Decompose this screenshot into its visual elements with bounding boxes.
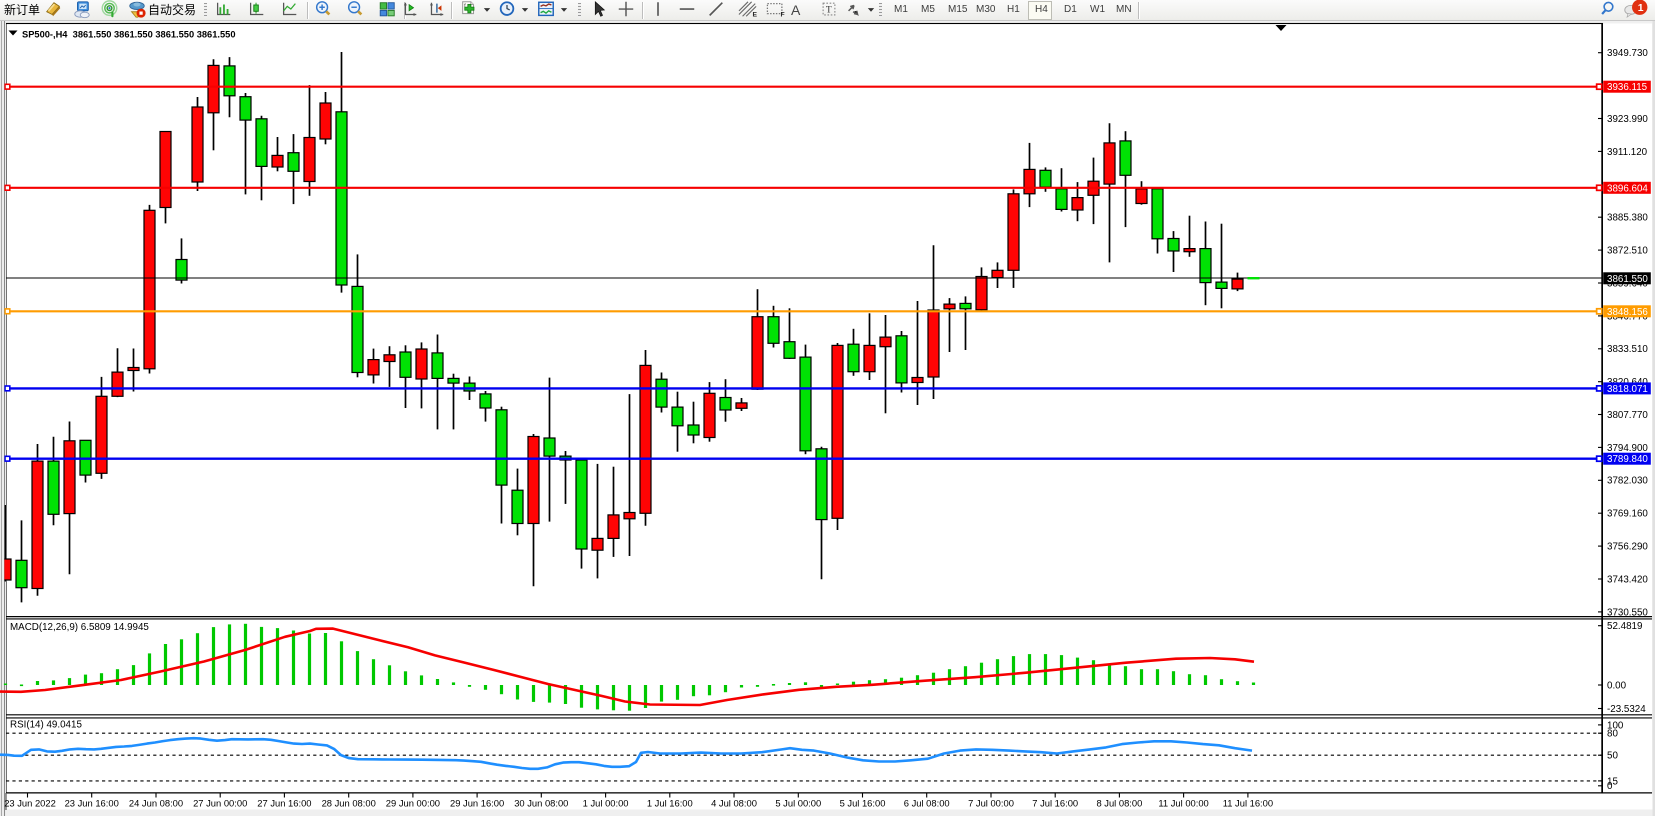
svg-text:3936.115: 3936.115 (1607, 82, 1648, 93)
svg-text:0: 0 (1607, 781, 1613, 792)
svg-text:6 Jul 08:00: 6 Jul 08:00 (904, 798, 950, 809)
svg-text:29 Jun 00:00: 29 Jun 00:00 (386, 798, 440, 809)
svg-text:80: 80 (1607, 729, 1618, 740)
svg-text:5 Jul 16:00: 5 Jul 16:00 (840, 798, 886, 809)
svg-text:23 Jun 16:00: 23 Jun 16:00 (65, 798, 119, 809)
svg-text:28 Jun 08:00: 28 Jun 08:00 (322, 798, 376, 809)
svg-text:23 Jun 2022: 23 Jun 2022 (4, 798, 56, 809)
svg-text:7 Jul 16:00: 7 Jul 16:00 (1032, 798, 1078, 809)
svg-text:3756.290: 3756.290 (1607, 542, 1648, 553)
svg-text:3833.510: 3833.510 (1607, 344, 1648, 355)
svg-text:27 Jun 00:00: 27 Jun 00:00 (193, 798, 247, 809)
svg-text:T: T (826, 6, 832, 16)
svg-text:RSI(14) 49.0415: RSI(14) 49.0415 (10, 720, 82, 731)
svg-text:3743.420: 3743.420 (1607, 574, 1648, 585)
svg-text:MACD(12,26,9) 6.5809 14.9945: MACD(12,26,9) 6.5809 14.9945 (10, 622, 149, 633)
svg-text:24 Jun 08:00: 24 Jun 08:00 (129, 798, 183, 809)
svg-text:7 Jul 00:00: 7 Jul 00:00 (968, 798, 1014, 809)
svg-text:30 Jun 08:00: 30 Jun 08:00 (514, 798, 568, 809)
svg-text:3949.730: 3949.730 (1607, 48, 1648, 59)
svg-text:1: 1 (1638, 3, 1644, 14)
svg-text:0.00: 0.00 (1607, 680, 1627, 691)
svg-text:f: f (464, 3, 466, 10)
svg-text:15: 15 (1607, 776, 1618, 787)
svg-text:52.4819: 52.4819 (1607, 621, 1642, 632)
svg-text:5 Jul 00:00: 5 Jul 00:00 (775, 798, 821, 809)
svg-text:3782.030: 3782.030 (1607, 476, 1648, 487)
svg-text:3807.770: 3807.770 (1607, 410, 1648, 421)
svg-text:SP500-,H4 3861.550 3861.550 3: SP500-,H4 3861.550 3861.550 3861.550 386… (22, 30, 236, 40)
svg-text:29 Jun 16:00: 29 Jun 16:00 (450, 798, 504, 809)
svg-text:3794.900: 3794.900 (1607, 443, 1648, 454)
svg-text:3848.156: 3848.156 (1607, 307, 1648, 318)
svg-text:11 Jul 16:00: 11 Jul 16:00 (1223, 798, 1273, 809)
svg-text:8 Jul 08:00: 8 Jul 08:00 (1096, 798, 1142, 809)
svg-text:1 Jul 16:00: 1 Jul 16:00 (647, 798, 693, 809)
svg-text:100: 100 (1607, 720, 1624, 731)
svg-text:F: F (781, 11, 785, 18)
svg-text:3885.380: 3885.380 (1607, 213, 1648, 224)
svg-text:3911.120: 3911.120 (1607, 147, 1648, 158)
svg-text:E: E (753, 11, 758, 18)
svg-text:50: 50 (1607, 751, 1618, 762)
svg-text:3872.510: 3872.510 (1607, 246, 1648, 257)
svg-text:-23.5324: -23.5324 (1607, 704, 1646, 715)
svg-text:3818.071: 3818.071 (1607, 384, 1648, 395)
svg-text:27 Jun 16:00: 27 Jun 16:00 (257, 798, 311, 809)
svg-text:3923.990: 3923.990 (1607, 114, 1648, 125)
svg-text:3861.550: 3861.550 (1607, 274, 1648, 285)
svg-text:11 Jul 00:00: 11 Jul 00:00 (1158, 798, 1208, 809)
svg-text:3896.604: 3896.604 (1607, 183, 1648, 194)
svg-text:3769.160: 3769.160 (1607, 509, 1648, 520)
svg-text:3730.550: 3730.550 (1607, 607, 1648, 618)
svg-text:3789.840: 3789.840 (1607, 454, 1648, 465)
svg-text:1 Jul 00:00: 1 Jul 00:00 (583, 798, 629, 809)
svg-text:4 Jul 08:00: 4 Jul 08:00 (711, 798, 757, 809)
